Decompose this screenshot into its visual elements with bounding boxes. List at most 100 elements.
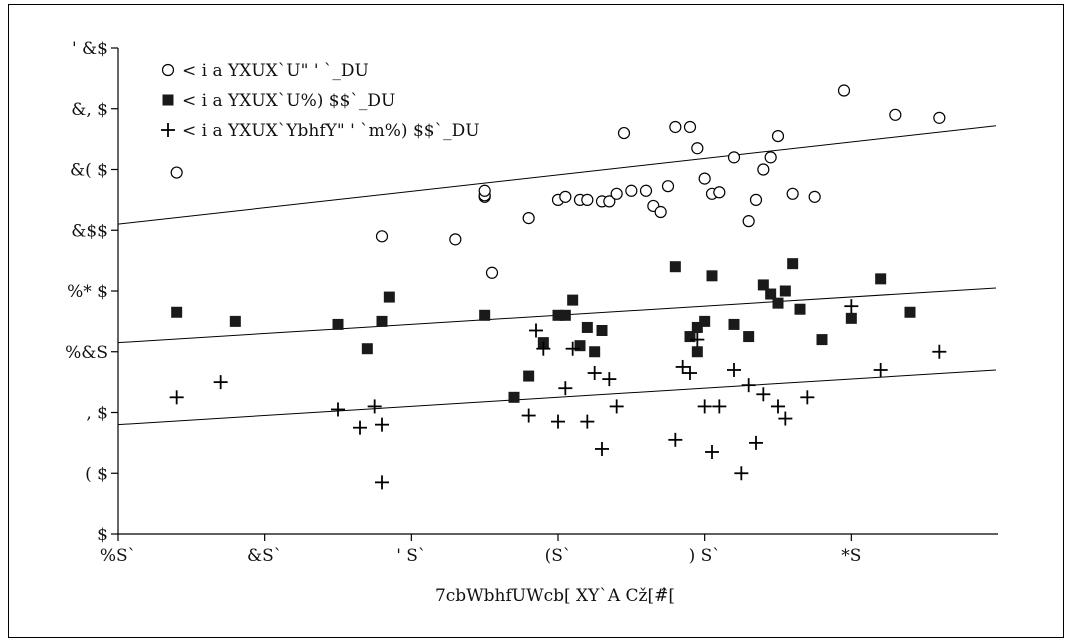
square-point bbox=[816, 334, 828, 346]
plus-point bbox=[683, 366, 697, 381]
plus-point bbox=[705, 444, 719, 459]
plus-point bbox=[213, 375, 228, 390]
plus-point bbox=[697, 399, 712, 414]
square-point bbox=[728, 318, 740, 330]
circle-point bbox=[625, 184, 638, 197]
circle-point bbox=[933, 111, 946, 124]
y-tick-label: %&S bbox=[65, 343, 108, 363]
circle-point bbox=[170, 166, 183, 179]
square-point bbox=[875, 273, 887, 285]
plus-point bbox=[565, 341, 580, 356]
circle-point bbox=[617, 126, 631, 140]
plus-point bbox=[169, 390, 184, 405]
plus-point bbox=[595, 441, 609, 456]
trend-lines bbox=[117, 125, 997, 426]
plus-point bbox=[771, 399, 785, 414]
circle-point bbox=[449, 233, 462, 246]
circle-point bbox=[639, 184, 653, 197]
square-point bbox=[162, 94, 174, 106]
circle-point bbox=[889, 108, 902, 121]
y-tick-label: ( $ bbox=[85, 464, 108, 484]
circle-point bbox=[713, 186, 726, 199]
plus-point bbox=[521, 408, 536, 423]
x-tick-label: (S` bbox=[545, 546, 572, 566]
circle-point bbox=[522, 212, 535, 225]
plus-point bbox=[800, 390, 815, 405]
circle-point bbox=[764, 151, 777, 164]
circle-point bbox=[669, 120, 682, 134]
chart-frame bbox=[8, 4, 1064, 638]
plus-point bbox=[756, 387, 771, 402]
x-tick-label: *S bbox=[841, 546, 861, 566]
plus-point bbox=[602, 372, 617, 387]
circle-point bbox=[478, 184, 491, 197]
circle-point bbox=[581, 193, 594, 206]
circle-point bbox=[661, 180, 675, 193]
square-point bbox=[757, 279, 769, 291]
circle-point bbox=[771, 129, 785, 143]
square-point bbox=[691, 321, 703, 333]
square-point bbox=[171, 306, 183, 318]
square-point bbox=[699, 315, 711, 327]
y-tick-label: &, $ bbox=[71, 100, 108, 120]
circle-point bbox=[837, 84, 851, 97]
y-tick-label: $ bbox=[97, 525, 108, 545]
plus-point bbox=[331, 402, 345, 417]
square-point bbox=[552, 309, 564, 321]
plus-point bbox=[690, 332, 705, 347]
legend-label: < i a YXUX`U" ' `_DU bbox=[182, 61, 369, 81]
plus-point bbox=[727, 362, 741, 377]
plus-point bbox=[712, 399, 727, 414]
legend-label: < i a YXUX`YbhfY" ' `m%) $$`_DU bbox=[182, 121, 480, 141]
data-points bbox=[169, 84, 947, 490]
circle-point bbox=[654, 205, 667, 219]
plus-point bbox=[668, 432, 683, 447]
square-point bbox=[684, 331, 696, 343]
x-axis-label: 7cbWbhfUWcb[ XY`A Cž[#̂[ bbox=[435, 586, 675, 606]
circle-point bbox=[727, 151, 741, 164]
square-point bbox=[559, 309, 571, 321]
circle-point bbox=[698, 172, 711, 185]
plus-point bbox=[551, 414, 565, 429]
square-point bbox=[361, 343, 373, 355]
circle-point bbox=[485, 266, 499, 279]
y-tick-label: %* $ bbox=[67, 282, 108, 302]
plus-point bbox=[734, 466, 749, 481]
trend-line bbox=[117, 125, 997, 225]
circle-point bbox=[683, 120, 697, 134]
plus-point bbox=[375, 417, 389, 432]
x-tick-label: ) S` bbox=[689, 546, 721, 566]
plus-point bbox=[587, 366, 602, 381]
square-point bbox=[787, 258, 799, 270]
plus-point bbox=[932, 344, 947, 359]
ticks: %S` &S` ' S` (S`) S` *S $ ( $ , $ %&S %* $ &$$ &( $… bbox=[65, 39, 861, 566]
circle-point bbox=[610, 187, 623, 200]
plus-point bbox=[609, 399, 624, 414]
y-tick-label: , $ bbox=[86, 404, 108, 424]
plus-point bbox=[741, 378, 756, 393]
plus-point bbox=[580, 414, 595, 429]
square-point bbox=[691, 346, 703, 358]
plus-point bbox=[873, 362, 888, 377]
plus-point bbox=[367, 399, 382, 414]
square-point bbox=[845, 312, 857, 324]
square-point bbox=[574, 340, 586, 352]
square-point bbox=[779, 285, 791, 297]
circle-point bbox=[559, 190, 572, 203]
square-point bbox=[523, 370, 535, 382]
square-point bbox=[581, 321, 593, 333]
plus-point bbox=[558, 381, 573, 396]
square-point bbox=[589, 346, 601, 358]
square-point bbox=[904, 306, 916, 318]
circle-point bbox=[161, 63, 175, 77]
circle-point bbox=[375, 230, 389, 243]
circle-point bbox=[749, 193, 763, 206]
circle-point bbox=[786, 187, 799, 200]
x-tick-label: ' S` bbox=[396, 546, 426, 566]
square-point bbox=[794, 303, 806, 315]
x-tick-label: %S` bbox=[100, 546, 136, 566]
y-tick-label: &$$ bbox=[71, 221, 108, 241]
square-point bbox=[332, 318, 344, 330]
circle-point bbox=[808, 190, 821, 203]
y-tick-label: ' &$ bbox=[72, 39, 108, 59]
